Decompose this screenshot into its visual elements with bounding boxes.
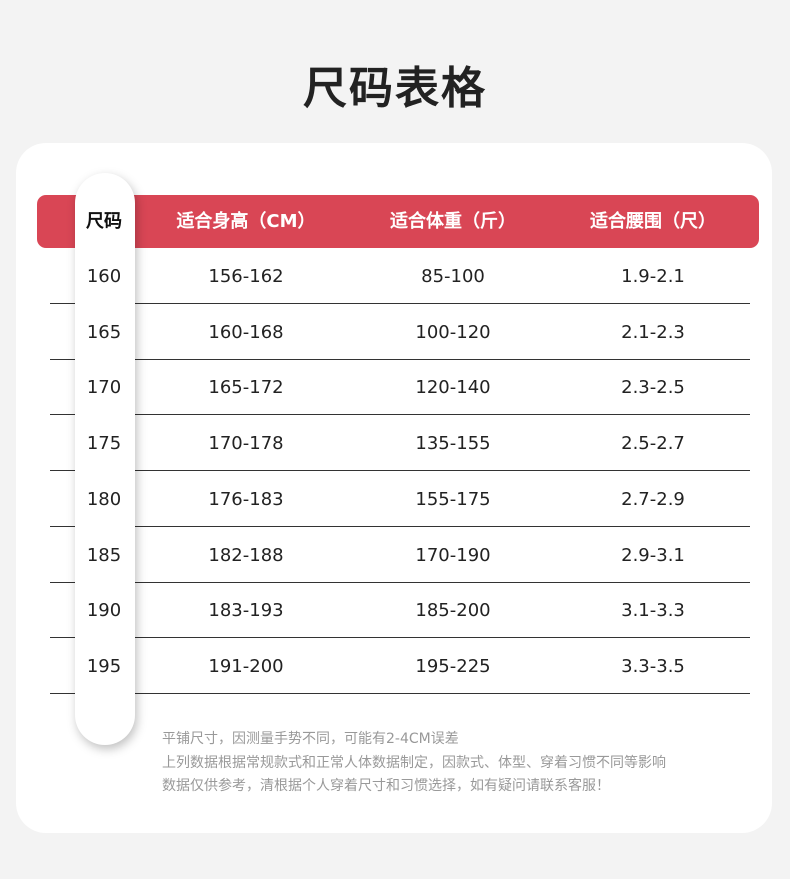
waist-cell: 3.3-3.5	[621, 655, 685, 677]
table-row: 165-172 120-140 2.3-2.5	[50, 360, 750, 416]
size-cell: 180	[86, 488, 122, 510]
waist-cell: 2.1-2.3	[621, 321, 685, 343]
size-cell: 185	[86, 544, 122, 566]
weight-cell: 170-190	[415, 544, 491, 566]
waist-cell: 2.3-2.5	[621, 377, 685, 399]
height-cell: 191-200	[208, 655, 284, 677]
note-line: 上列数据根据常规款式和正常人体数据制定，因款式、体型、穿着习惯不同等影响	[162, 754, 666, 771]
height-cell: 176-183	[208, 488, 284, 510]
size-cell: 165	[86, 321, 122, 343]
waist-cell: 2.7-2.9	[621, 488, 685, 510]
size-cell: 160	[86, 266, 122, 287]
table-row: 176-183 155-175 2.7-2.9	[50, 472, 750, 527]
table-header: 适合身高（CM） 适合体重（斤） 适合腰围（尺）	[37, 195, 759, 248]
table-row: 170-178 135-155 2.5-2.7	[50, 416, 750, 472]
size-cell: 190	[86, 600, 122, 622]
height-cell: 170-178	[208, 433, 284, 455]
height-cell: 183-193	[208, 600, 284, 622]
table-row: 191-200 195-225 3.3-3.5	[50, 639, 750, 694]
waist-cell: 2.9-3.1	[621, 544, 685, 566]
weight-cell: 155-175	[415, 488, 491, 510]
table-row: 160-168 100-120 2.1-2.3	[50, 305, 750, 360]
note-line: 平铺尺寸，因测量手势不同，可能有2-4CM误差	[162, 731, 459, 747]
size-table-card	[16, 143, 772, 833]
header-height: 适合身高（CM）	[176, 211, 316, 232]
height-cell: 160-168	[208, 321, 284, 343]
table-row: 183-193 185-200 3.1-3.3	[50, 583, 750, 639]
weight-cell: 135-155	[415, 433, 491, 455]
waist-cell: 1.9-2.1	[621, 266, 685, 287]
waist-cell: 2.5-2.7	[621, 433, 685, 455]
notes: 平铺尺寸，因测量手势不同，可能有2-4CM误差 上列数据根据常规款式和正常人体数…	[162, 728, 666, 799]
header-size: 尺码	[86, 211, 122, 232]
header-waist: 适合腰围（尺）	[590, 211, 716, 232]
size-cell: 170	[86, 377, 122, 399]
page-title: 尺码表格	[303, 63, 487, 114]
header-weight: 适合体重（斤）	[390, 211, 516, 232]
size-cell: 175	[86, 433, 122, 455]
waist-cell: 3.1-3.3	[621, 600, 685, 622]
table-row: 156-162 85-100 1.9-2.1	[50, 249, 750, 304]
size-cell: 195	[86, 655, 122, 677]
weight-cell: 120-140	[415, 377, 491, 399]
table-row: 182-188 170-190 2.9-3.1	[50, 528, 750, 583]
height-cell: 156-162	[208, 266, 284, 287]
weight-cell: 195-225	[415, 655, 491, 677]
height-cell: 165-172	[208, 377, 284, 399]
height-cell: 182-188	[208, 544, 284, 566]
weight-cell: 85-100	[421, 266, 485, 287]
note-line: 数据仅供参考，清根据个人穿着尺寸和习惯选择，如有疑问请联系客服！	[162, 778, 610, 794]
size-column-highlight	[75, 173, 135, 745]
weight-cell: 100-120	[415, 321, 491, 343]
weight-cell: 185-200	[415, 600, 491, 622]
